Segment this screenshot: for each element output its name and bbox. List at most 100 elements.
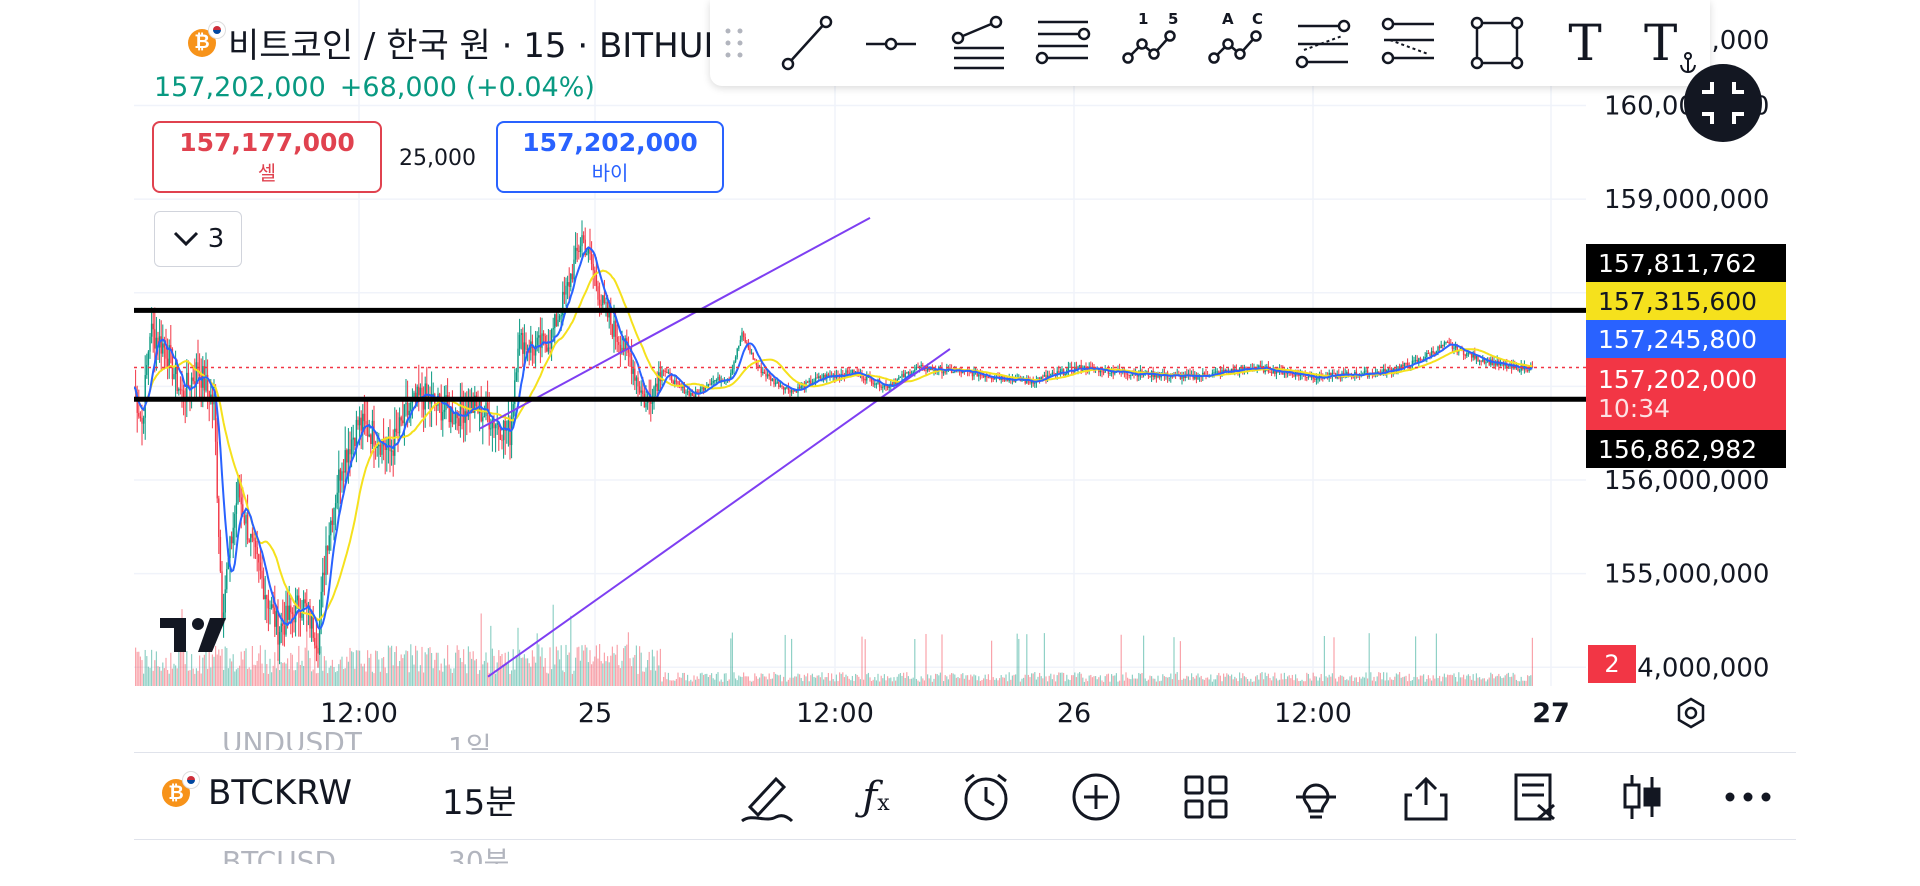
volume-bar [363, 663, 365, 686]
exit-fullscreen-button[interactable] [1684, 64, 1762, 142]
volume-bar [287, 658, 289, 686]
candle-body [704, 387, 706, 391]
volume-bar [1207, 677, 1209, 686]
volume-bar [821, 672, 823, 686]
candle-chart-type-icon[interactable] [1612, 767, 1672, 827]
alert-badge[interactable]: 2 [1588, 645, 1636, 683]
fib-retracement-icon[interactable] [950, 14, 1008, 72]
buy-button[interactable]: 157,202,000 바이 [496, 121, 724, 193]
volume-bar [786, 681, 788, 686]
candle-body [610, 310, 612, 325]
abcd-pattern-button[interactable]: A C [1208, 10, 1266, 72]
chart-panel[interactable]: 160,000,000159,000,000156,000,000155,000… [134, 0, 1796, 745]
volume-bar [855, 673, 857, 686]
volume-bar [1136, 678, 1138, 686]
alarm-clock-icon[interactable] [956, 767, 1016, 827]
volume-bar [623, 648, 625, 686]
pen-drawing-icon[interactable] [736, 767, 796, 827]
volume-bar [955, 677, 957, 686]
horizontal-ray-icon[interactable] [862, 14, 920, 72]
volume-bar [187, 670, 189, 686]
candle-body [928, 367, 930, 371]
volume-bar [595, 645, 597, 686]
volume-bar [650, 670, 652, 686]
volume-bar [791, 638, 793, 686]
time-axis[interactable]: 12:00 25 12:00 26 12:00 27 [320, 698, 1570, 729]
ghost-symbol-below: BTCUSD [222, 845, 337, 864]
volume-bar [539, 656, 541, 686]
candle-body [547, 347, 550, 352]
candle-body [194, 381, 196, 384]
candle-body [278, 632, 281, 645]
candle-body [629, 352, 631, 358]
candle-body [413, 392, 415, 399]
volume-bar [743, 672, 745, 686]
candle-body [1293, 374, 1295, 377]
candle-body [546, 344, 548, 352]
volume-bar [581, 645, 583, 686]
more-options-icon[interactable] [1718, 767, 1778, 827]
volume-bar [383, 657, 385, 686]
ideas-bulb-icon[interactable] [1286, 767, 1346, 827]
volume-bar [1242, 673, 1244, 686]
parallel-channel[interactable] [479, 217, 951, 678]
volume-bar [1264, 672, 1266, 686]
volume-bar [1519, 681, 1521, 686]
chart-canvas[interactable]: 160,000,000159,000,000156,000,000155,000… [134, 0, 1796, 745]
xabcd-pattern-button[interactable]: 1 5 [1122, 10, 1180, 72]
order-list-icon[interactable] [1504, 767, 1564, 827]
candle-body [272, 604, 274, 608]
axis-settings-icon[interactable] [1677, 697, 1705, 729]
volume-bar [1523, 680, 1525, 686]
rectangle-icon[interactable] [1468, 14, 1526, 72]
volume-bar [1087, 681, 1089, 686]
candle-body [221, 571, 223, 624]
volume-bar [1231, 674, 1233, 686]
symbol-selector[interactable]: ₿ BTCKRW [162, 771, 352, 813]
volume-bar [917, 680, 919, 686]
volume-bar [1243, 676, 1245, 686]
tradingview-logo[interactable] [160, 610, 234, 668]
text-tool-icon[interactable]: T [1568, 14, 1602, 72]
volume-bar [247, 668, 249, 686]
volume-bar [467, 646, 469, 686]
candle-body [1045, 375, 1047, 378]
interval-selector[interactable]: 15분 [442, 783, 517, 823]
time-tick-label: 12:00 [320, 698, 398, 729]
add-circle-icon[interactable] [1066, 767, 1126, 827]
candle-body [582, 235, 585, 240]
volume-bar [1528, 676, 1530, 686]
volume-bar [1151, 676, 1153, 686]
candle-body [1430, 351, 1433, 356]
candle-body [587, 247, 590, 254]
long-short-position-icon[interactable] [1380, 14, 1438, 72]
candle-body [718, 376, 721, 383]
layout-grid-icon[interactable] [1176, 767, 1236, 827]
share-icon[interactable] [1396, 767, 1456, 827]
candle-body [304, 599, 306, 604]
indicators-fx-icon[interactable]: ƒx [862, 774, 890, 820]
volume-bar [290, 652, 292, 686]
volume-bar [1120, 634, 1122, 686]
candle-body [595, 274, 598, 287]
volume-bar [893, 677, 895, 686]
regression-trend-icon[interactable] [1294, 14, 1352, 72]
volume-bar [850, 680, 852, 686]
symbol-title[interactable]: ₿ 비트코인 / 한국 원 · 15 · BITHUMB [188, 18, 756, 67]
anchored-text-button[interactable]: T [1640, 14, 1698, 74]
trend-line-icon[interactable] [778, 14, 836, 72]
candle-body [394, 428, 396, 456]
candle-body [1222, 370, 1225, 373]
time-tick-label: 27 [1532, 698, 1570, 729]
sell-button[interactable]: 157,177,000 셀 [152, 121, 382, 193]
parallel-lines-icon[interactable] [1034, 14, 1092, 72]
volume-bar [136, 651, 138, 686]
candle-body [638, 386, 641, 393]
drag-handle-icon[interactable] [722, 26, 746, 60]
drawing-toolbar[interactable]: 1 5 A C T T [710, 0, 1710, 86]
indicators-collapse-button[interactable]: 3 [154, 211, 242, 267]
candle-body [605, 302, 607, 304]
candle-body [451, 407, 454, 424]
candle-body [1285, 373, 1287, 375]
volume-bar [904, 677, 906, 686]
